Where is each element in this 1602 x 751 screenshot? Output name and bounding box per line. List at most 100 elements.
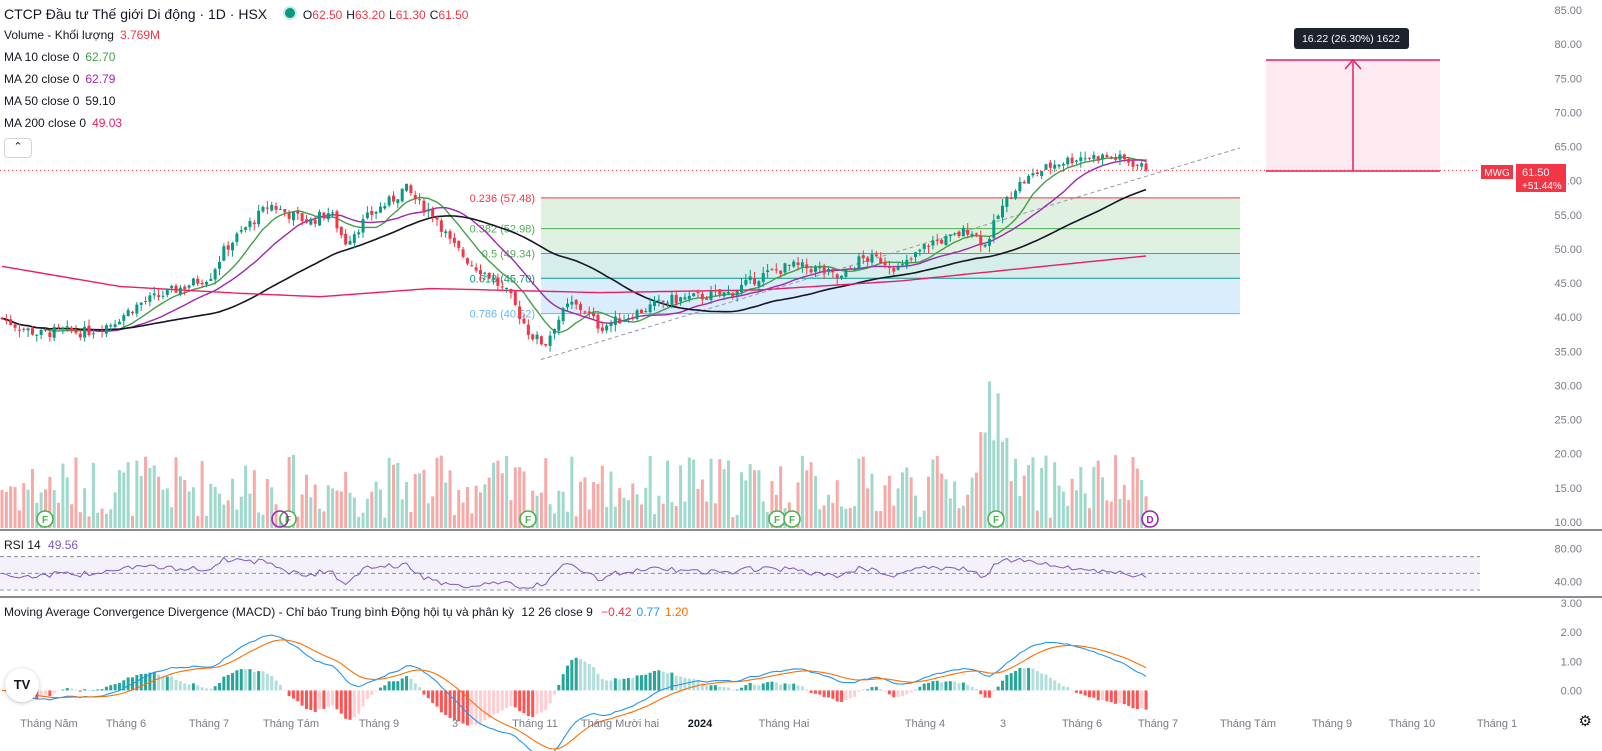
candle-body (74, 330, 78, 333)
indicator-row[interactable]: Volume - Khối lượng 3.769M (4, 28, 162, 42)
candle (548, 331, 552, 352)
candle-body (1122, 154, 1126, 160)
candle (470, 260, 474, 267)
macd-histogram-bar (513, 690, 517, 708)
candle-body (396, 199, 400, 204)
indicator-row[interactable]: MA 50 close 0 59.10 (4, 94, 117, 108)
volume-bar (218, 493, 221, 528)
candle (657, 294, 661, 307)
candle (126, 307, 130, 317)
candle (318, 209, 322, 227)
symbol-tag-bg (1481, 165, 1513, 179)
candle-body (544, 343, 548, 346)
candle (326, 207, 330, 223)
volume-bar (831, 502, 835, 528)
macd-histogram-bar (518, 690, 522, 712)
candle (457, 240, 461, 252)
candle-body (792, 261, 796, 267)
x-axis-label: Tháng 9 (1312, 718, 1352, 730)
indicator-row[interactable]: MA 200 close 0 49.03 (4, 116, 124, 130)
volume-bar (574, 516, 578, 528)
volume-bar (948, 498, 952, 528)
candle (365, 206, 369, 220)
candle-body (813, 266, 817, 272)
volume-bar (326, 485, 330, 528)
candle-body (948, 234, 952, 237)
collapse-legend-button[interactable]: ⌃ (4, 138, 32, 158)
candle-body (966, 229, 970, 235)
candle-body (226, 245, 230, 250)
candle-body (757, 281, 761, 287)
indicator-row[interactable]: MA 10 close 0 62.70 (4, 50, 117, 64)
candle-body (692, 293, 696, 297)
candle (96, 329, 100, 333)
macd-histogram-bar (396, 681, 400, 691)
volume-bar (57, 502, 61, 528)
volume-bar (1127, 499, 1131, 528)
tradingview-logo-icon[interactable]: TV (5, 668, 39, 702)
candle-body (96, 331, 100, 333)
volume-bar (935, 456, 939, 528)
volume-bar (1018, 496, 1022, 528)
rsi-band (0, 556, 1480, 590)
rsi-value: 49.56 (48, 538, 79, 552)
macd-label[interactable]: Moving Average Convergence Divergence (M… (4, 605, 515, 619)
candle (1053, 160, 1057, 173)
candle-body (117, 321, 121, 325)
candle-body (970, 233, 974, 236)
volume-bar (566, 511, 569, 528)
candle (987, 237, 991, 253)
macd-histogram-bar (1009, 673, 1013, 691)
candle (666, 300, 670, 307)
candle (1101, 153, 1105, 167)
price-axis-label: 65.00 (1554, 142, 1582, 154)
macd-histogram-bar (435, 690, 439, 707)
fib-level-label: 0.236 (57.48) (470, 193, 535, 205)
candle-body (139, 302, 143, 305)
macd-histogram-bar (344, 690, 348, 719)
macd-histogram-bar (1057, 683, 1061, 691)
candle (761, 266, 765, 287)
candle-body (78, 333, 82, 338)
macd-histogram-bar (331, 690, 335, 706)
volume-bar (226, 500, 230, 528)
volume-bar (405, 482, 409, 528)
candle (709, 285, 713, 304)
candle (748, 269, 752, 285)
candle-body (1101, 154, 1105, 160)
rsi-label[interactable]: RSI 14 (4, 538, 41, 552)
candle-body (1096, 156, 1100, 161)
event-marker-letter: F (774, 515, 780, 526)
macd-histogram-bar (313, 690, 317, 712)
volume-bar (1009, 481, 1013, 528)
candle (735, 290, 739, 302)
candle (831, 268, 835, 279)
candle (887, 260, 891, 275)
volume-bar (822, 505, 826, 528)
macd-histogram-bar (226, 674, 230, 691)
volume-bar (348, 492, 352, 528)
volume-bar (753, 470, 757, 528)
volume-bar (522, 471, 526, 528)
candle (239, 225, 243, 234)
symbol-title[interactable]: CTCP Đầu tư Thế giới Di động · 1D · HSX (4, 6, 268, 22)
candle-body (152, 293, 156, 296)
fib-zone (541, 278, 1240, 314)
x-axis-label: Tháng 10 (1389, 718, 1435, 730)
candle-body (483, 272, 487, 274)
candle-body (131, 311, 134, 314)
candle-body (770, 269, 774, 271)
candle (1127, 157, 1131, 166)
candle-body (931, 240, 935, 246)
indicator-row[interactable]: MA 20 close 0 62.79 (4, 72, 117, 86)
macd-histogram-bar (753, 684, 757, 691)
candle-body (487, 272, 491, 279)
candle-body (666, 302, 670, 304)
gear-icon[interactable]: ⚙ (1578, 713, 1592, 730)
volume-bar (866, 488, 870, 528)
volume-bar (1092, 466, 1096, 528)
candle-body (148, 295, 152, 302)
macd-histogram-bar (687, 678, 691, 691)
candle-body (983, 244, 987, 247)
